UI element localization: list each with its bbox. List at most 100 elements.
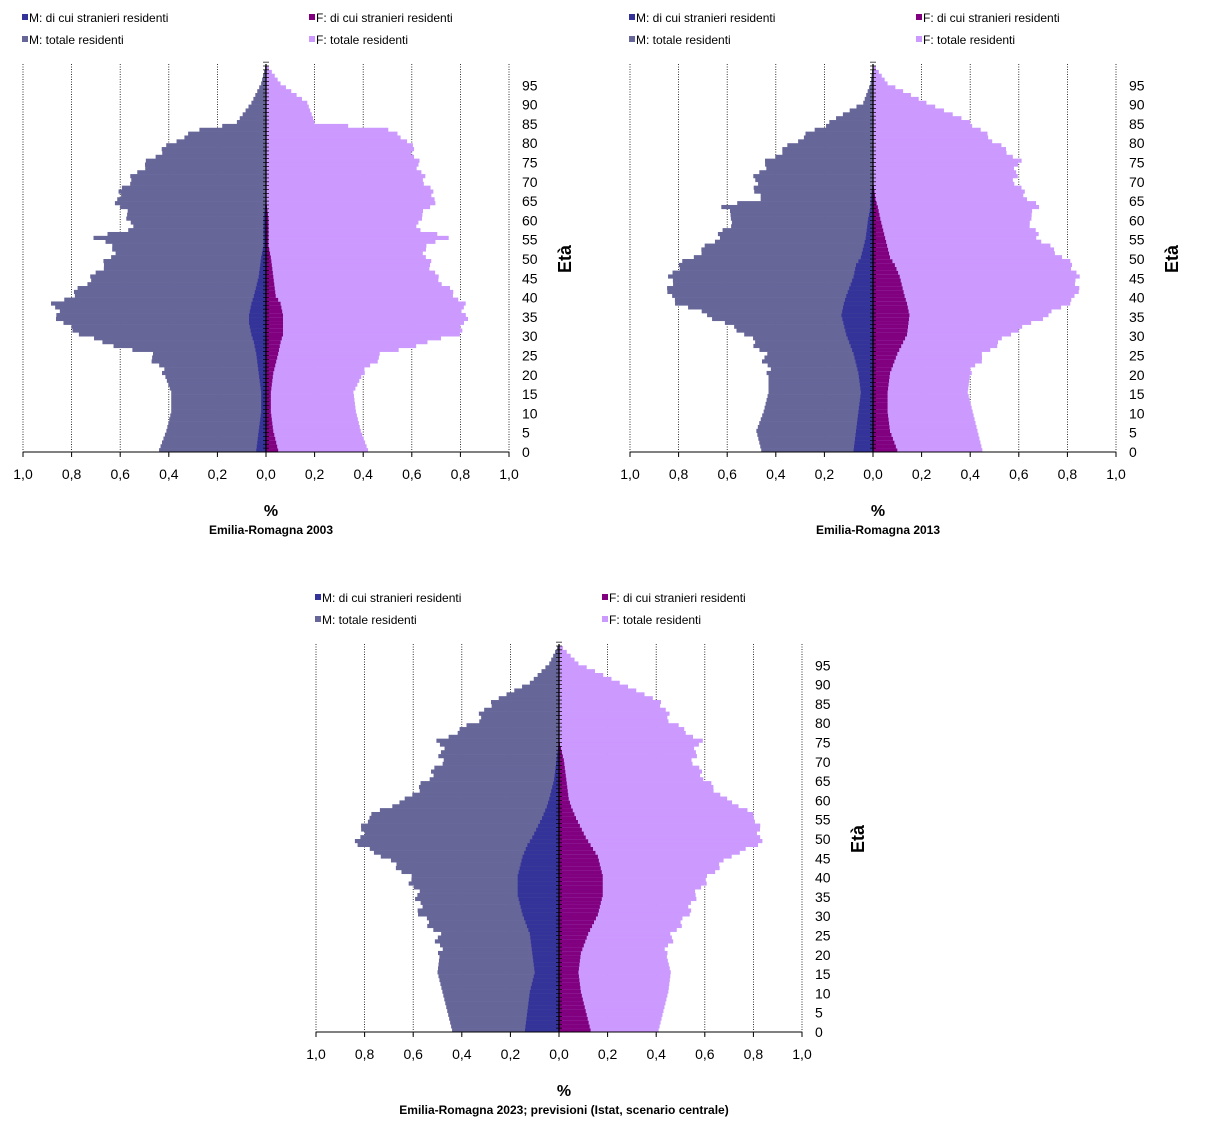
bar-f-total — [559, 797, 727, 801]
bar-f-total — [266, 213, 422, 217]
bar-m-total — [680, 267, 873, 271]
bar-f-total — [559, 696, 653, 700]
bar-f-foreign — [559, 982, 580, 986]
y-tick-label: 20 — [1129, 367, 1145, 383]
bar-m-foreign — [848, 290, 873, 294]
bar-m-foreign — [527, 843, 559, 847]
legend-label-m-total: M: totale residenti — [636, 33, 731, 47]
bar-f-total — [559, 820, 755, 824]
bar-f-total — [873, 159, 1022, 163]
bar-f-foreign — [559, 839, 588, 843]
y-tick-label: 20 — [815, 947, 831, 963]
bar-m-total — [815, 128, 873, 132]
bar-f-total — [266, 190, 433, 194]
bar-m-foreign — [533, 959, 559, 963]
bar-m-total — [60, 309, 266, 313]
bar-m-foreign — [519, 870, 559, 874]
y-tick-label: 40 — [522, 290, 538, 306]
y-tick-label: 50 — [815, 831, 831, 847]
bar-f-total — [266, 228, 420, 232]
bar-m-total — [51, 301, 266, 305]
bar-f-total — [873, 286, 1079, 290]
bar-m-total — [758, 425, 873, 429]
bar-m-foreign — [527, 1013, 559, 1017]
bar-f-total — [559, 673, 603, 677]
x-tick-label: 0,4 — [159, 466, 179, 482]
bar-f-total — [559, 708, 666, 712]
bar-m-total — [361, 827, 559, 831]
bar-f-foreign — [873, 309, 909, 313]
bar-f-total — [559, 793, 720, 797]
bar-m-total — [534, 677, 559, 681]
bar-f-total — [873, 209, 1032, 213]
bar-m-foreign — [534, 966, 559, 970]
bar-f-total — [873, 282, 1075, 286]
bar-m-total — [131, 220, 266, 224]
bar-f-total — [873, 197, 1027, 201]
bar-m-foreign — [538, 824, 559, 828]
bar-f-total — [266, 186, 431, 190]
bar-f-total — [266, 155, 414, 159]
bar-f-foreign — [873, 340, 903, 344]
bar-m-foreign — [841, 313, 873, 317]
bar-m-total — [71, 325, 266, 329]
bar-m-foreign — [843, 321, 873, 325]
bar-f-foreign — [873, 332, 907, 336]
bar-f-foreign — [559, 1017, 588, 1021]
bar-m-total — [721, 205, 873, 209]
x-tick-label: 1,0 — [792, 1046, 812, 1062]
bar-m-total — [441, 750, 559, 754]
bar-f-total — [873, 274, 1080, 278]
bar-f-foreign — [873, 267, 896, 271]
bar-m-total — [64, 298, 266, 302]
bar-m-total — [171, 390, 266, 394]
bar-m-total — [167, 425, 266, 429]
bar-m-total — [731, 213, 873, 217]
bar-f-total — [266, 247, 426, 251]
bar-m-total — [694, 255, 873, 259]
bar-f-total — [559, 731, 686, 735]
bar-f-foreign — [559, 939, 585, 943]
y-axis-label: Età — [1162, 244, 1182, 273]
bar-f-total — [559, 831, 757, 835]
bar-m-total — [171, 394, 266, 398]
bar-f-total — [266, 143, 413, 147]
bar-f-total — [266, 398, 354, 402]
bar-f-total — [559, 712, 670, 716]
bar-f-total — [266, 205, 430, 209]
bar-m-total — [72, 328, 266, 332]
bar-f-total — [559, 827, 760, 831]
bar-m-foreign — [525, 920, 559, 924]
bar-m-foreign — [529, 997, 559, 1001]
bar-f-foreign — [559, 986, 580, 990]
legend-swatch-m-total — [315, 616, 321, 622]
bar-f-total — [559, 773, 700, 777]
bar-f-foreign — [873, 321, 908, 325]
bar-m-total — [673, 271, 873, 275]
bar-f-total — [873, 97, 919, 101]
bar-m-total — [764, 410, 873, 414]
bar-f-total — [266, 286, 450, 290]
y-tick-label: 80 — [815, 715, 831, 731]
bar-m-foreign — [532, 982, 559, 986]
bar-m-total — [731, 217, 873, 221]
bar-m-total — [170, 413, 266, 417]
bar-m-total — [188, 132, 266, 136]
bar-m-foreign — [526, 1020, 559, 1024]
bar-m-foreign — [536, 827, 559, 831]
bar-m-total — [758, 182, 873, 186]
bar-m-total — [130, 182, 266, 186]
x-axis-label: % — [557, 1083, 571, 1100]
bar-m-total — [449, 735, 559, 739]
bar-m-total — [152, 359, 266, 363]
bar-f-total — [873, 271, 1076, 275]
bar-f-total — [266, 244, 426, 248]
y-tick-label: 55 — [522, 232, 538, 248]
bar-m-total — [702, 251, 873, 255]
bar-f-total — [266, 390, 353, 394]
bar-f-total — [559, 785, 713, 789]
bar-f-total — [266, 224, 416, 228]
legend-label-m-foreign: M: di cui stranieri residenti — [636, 11, 775, 25]
y-tick-label: 80 — [522, 135, 538, 151]
y-tick-label: 25 — [815, 928, 831, 944]
